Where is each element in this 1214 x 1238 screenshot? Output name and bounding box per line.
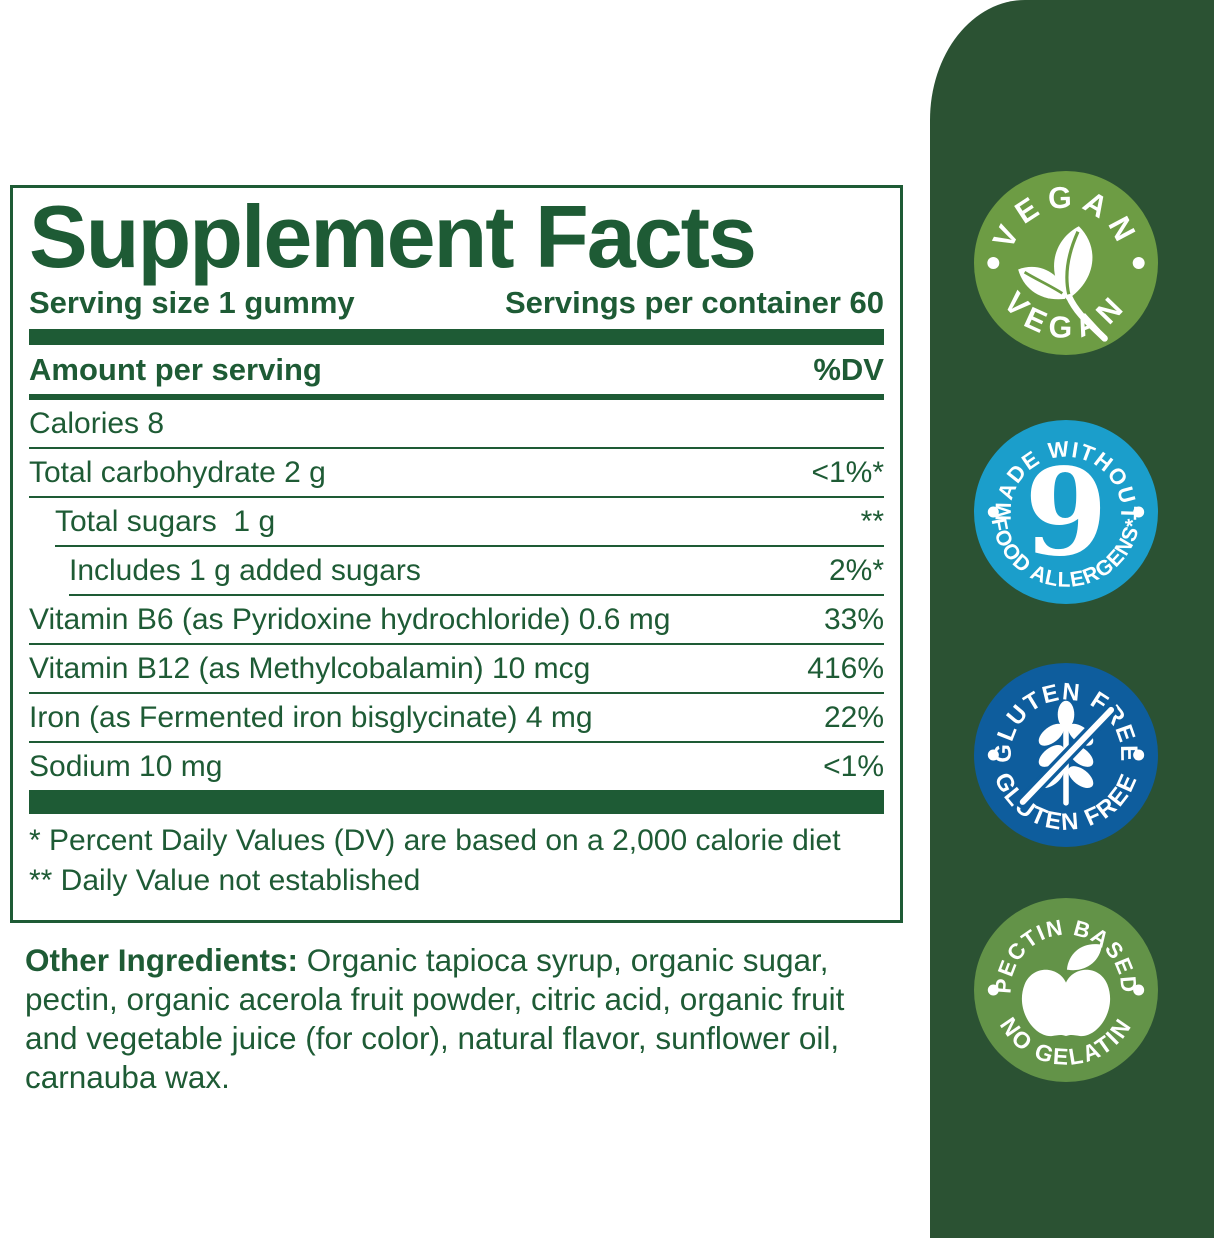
nutrient-name: Vitamin B12 (as Methylcobalamin) 10 mcg	[29, 652, 591, 686]
nutrient-row-vitamin-b12: Vitamin B12 (as Methylcobalamin) 10 mcg …	[29, 645, 884, 695]
nutrient-dv: <1%*	[811, 456, 884, 490]
column-header-amount: Amount per serving	[29, 352, 322, 388]
badge-dot-right	[1133, 749, 1145, 761]
serving-size-text: Serving size 1 gummy	[29, 285, 355, 321]
footnote-not-established: ** Daily Value not established	[29, 864, 421, 898]
allergen-count-number: 9	[1024, 443, 1107, 583]
badge-circle	[974, 420, 1158, 604]
nutrient-name: Vitamin B6 (as Pyridoxine hydrochloride)…	[29, 603, 671, 637]
nutrient-row-sodium: Sodium 10 mg <1%	[29, 743, 884, 790]
nutrient-dv: <1%	[823, 750, 884, 784]
servings-per-container-text: Servings per container 60	[504, 285, 884, 321]
thick-rule-bottom	[29, 790, 884, 815]
nutrient-dv: 2%*	[828, 554, 884, 588]
thick-rule-top	[29, 329, 884, 346]
nutrient-name: Sodium 10 mg	[29, 750, 223, 784]
nutrient-name: Includes 1 g added sugars	[69, 554, 421, 588]
badge-dot-left	[987, 257, 1000, 269]
table-header-row: Amount per serving %DV	[29, 345, 884, 401]
column-header-dv: %DV	[813, 352, 884, 388]
badge-dot-left	[987, 749, 999, 761]
nutrient-dv: 22%	[823, 701, 884, 735]
nutrient-row-vitamin-b6: Vitamin B6 (as Pyridoxine hydrochloride)…	[29, 596, 884, 646]
pectin-based-badge: PECTIN BASED NO GELATIN	[974, 898, 1158, 1082]
benefits-sidebar: VEGAN VEGAN MA	[930, 0, 1214, 1238]
apple-icon	[1021, 944, 1111, 1037]
vegan-badge: VEGAN VEGAN	[974, 171, 1158, 355]
panel-title: Supplement Facts	[29, 187, 757, 286]
nutrient-dv: 416%	[807, 652, 884, 686]
crossed-wheat-icon	[1016, 700, 1118, 809]
nutrient-dv: **	[860, 505, 884, 539]
made-without-allergens-badge: MADE WITHOUT FOOD ALLERGENS* 9	[974, 420, 1158, 604]
nutrient-row-total-carbohydrate: Total carbohydrate 2 g <1%*	[29, 449, 884, 499]
gluten-free-badge: GLUTEN FREE GLUTEN FREE	[974, 663, 1158, 847]
other-ingredients-text: Organic tapioca syrup, organic sugar, pe…	[25, 942, 845, 1095]
badge-dot-right	[1132, 257, 1145, 269]
nutrient-name: Total carbohydrate 2 g	[29, 456, 326, 490]
nutrient-dv: 33%	[823, 603, 884, 637]
badge-dot-right	[1133, 506, 1145, 518]
nutrient-name: Calories 8	[29, 407, 165, 441]
nutrient-row-iron: Iron (as Fermented iron bisglycinate) 4 …	[29, 694, 884, 744]
leaves-icon	[1018, 226, 1108, 342]
footnote-daily-values: * Percent Daily Values (DV) are based on…	[29, 824, 841, 858]
nutrient-row-total-sugars: Total sugars 1 g **	[55, 498, 884, 548]
badge-dot-left	[987, 984, 999, 996]
nutrient-name: Iron (as Fermented iron bisglycinate) 4 …	[29, 701, 593, 735]
nutrient-name: Total sugars 1 g	[55, 505, 276, 539]
nutrient-row-calories: Calories 8	[29, 400, 884, 450]
other-ingredients-label: Other Ingredients:	[25, 942, 299, 978]
nutrient-row-added-sugars: Includes 1 g added sugars 2%*	[69, 547, 884, 597]
other-ingredients: Other Ingredients: Organic tapioca syrup…	[25, 941, 889, 1097]
badge-dot-right	[1133, 984, 1145, 996]
footnotes: * Percent Daily Values (DV) are based on…	[29, 814, 884, 901]
serving-info-row: Serving size 1 gummy Servings per contai…	[29, 285, 884, 321]
supplement-facts-panel: Supplement Facts Serving size 1 gummy Se…	[10, 185, 903, 923]
badge-dot-left	[987, 506, 999, 518]
